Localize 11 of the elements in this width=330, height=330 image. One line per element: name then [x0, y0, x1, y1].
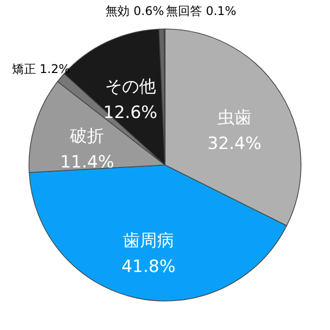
slice-label: 歯周病	[122, 230, 174, 251]
slice-label: 破折	[69, 126, 104, 147]
data-label: 32.4%	[207, 134, 262, 154]
data-label: 12.6%	[103, 103, 158, 124]
slice-label: 矯正 1.2%	[12, 62, 70, 76]
data-label: 41.8%	[121, 256, 176, 277]
slice-label: その他	[104, 77, 156, 98]
slice-label: 無効 0.6%	[106, 4, 164, 18]
slice-label: 無回答 0.1%	[166, 4, 236, 18]
data-label: 11.4%	[60, 152, 114, 173]
slice-label: 虫歯	[217, 108, 252, 128]
